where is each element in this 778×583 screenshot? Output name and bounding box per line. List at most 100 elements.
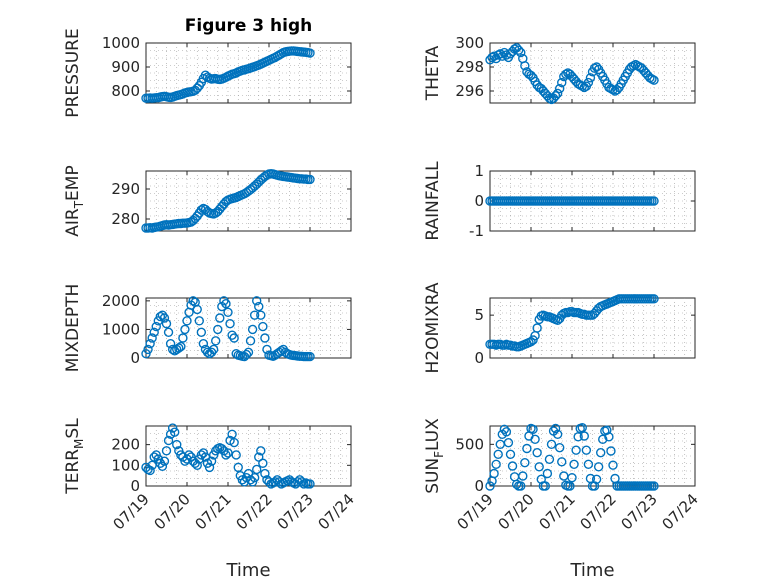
data-point xyxy=(495,49,505,59)
data-point xyxy=(149,327,159,337)
y-axis-label: THETA xyxy=(423,45,443,101)
data-point xyxy=(581,445,592,455)
data-point xyxy=(182,316,192,326)
data-point xyxy=(571,445,581,455)
data-point xyxy=(585,73,596,83)
data-point xyxy=(196,327,207,337)
data-point xyxy=(491,459,501,470)
data-point xyxy=(569,459,579,470)
data-point xyxy=(198,339,209,349)
data-point xyxy=(561,69,571,79)
y-axis-label: RAINFALL xyxy=(423,161,443,241)
data-point xyxy=(540,481,551,491)
y-tick-label: 300 xyxy=(455,34,484,52)
data-point xyxy=(180,324,190,335)
data-point xyxy=(567,472,577,483)
y-axis-label: SUNFLUX xyxy=(423,418,446,494)
data-point xyxy=(557,77,567,88)
y-tick-label: 0 xyxy=(474,192,484,210)
data-point xyxy=(206,347,217,357)
data-point xyxy=(260,468,270,479)
data-point xyxy=(489,468,499,479)
data-point xyxy=(503,437,514,448)
data-point xyxy=(647,74,657,84)
data-markers xyxy=(485,43,659,105)
data-point xyxy=(591,474,602,485)
data-point xyxy=(606,446,616,456)
x-tick-label: 07/21 xyxy=(536,490,579,533)
y-axis-label: PRESSURE xyxy=(63,28,83,117)
y-tick-label: 200 xyxy=(111,436,140,454)
data-point xyxy=(176,341,186,352)
data-point xyxy=(514,45,524,55)
data-point xyxy=(528,335,538,345)
y-tick-label: 290 xyxy=(111,180,140,198)
y-tick-label: 298 xyxy=(455,58,484,76)
data-point xyxy=(192,460,202,471)
data-point xyxy=(159,456,170,466)
data-markers xyxy=(141,46,315,103)
data-point xyxy=(196,205,207,215)
data-point xyxy=(161,446,172,456)
data-point xyxy=(520,61,530,71)
x-tick-label: 07/24 xyxy=(315,490,358,533)
x-tick-label: 07/23 xyxy=(618,490,661,533)
subplot-theta: 296 298 300 THETA xyxy=(423,34,696,105)
y-tick-label: 0 xyxy=(130,477,140,495)
data-point xyxy=(252,464,262,475)
data-point xyxy=(305,351,315,362)
data-point xyxy=(589,481,600,491)
data-point xyxy=(544,93,555,103)
data-point xyxy=(573,432,583,442)
data-point xyxy=(174,343,184,353)
data-point xyxy=(151,321,161,332)
y-tick-label: 1000 xyxy=(102,320,140,338)
data-point xyxy=(143,344,153,355)
data-point xyxy=(192,304,202,315)
data-point xyxy=(507,461,518,471)
data-point xyxy=(161,319,172,329)
data-point xyxy=(249,310,260,320)
data-point xyxy=(163,435,174,446)
y-axis-label: MIXDEPTH xyxy=(63,284,83,373)
data-point xyxy=(518,471,528,481)
y-axis-label: H2OMIXRA xyxy=(423,282,443,373)
data-point xyxy=(243,347,254,357)
data-point xyxy=(552,429,563,440)
data-point xyxy=(501,427,512,437)
data-point xyxy=(485,481,495,491)
data-markers xyxy=(485,294,659,352)
y-tick-label: 1 xyxy=(474,162,484,180)
data-point xyxy=(583,459,594,470)
data-point xyxy=(604,432,614,442)
data-point xyxy=(505,449,516,460)
data-point xyxy=(223,307,233,317)
y-tick-label: 2000 xyxy=(102,292,140,310)
data-point xyxy=(532,447,542,458)
data-point xyxy=(208,344,219,355)
data-point xyxy=(649,196,659,206)
data-point xyxy=(608,85,618,95)
axes-box xyxy=(489,425,696,487)
data-point xyxy=(305,174,315,185)
data-point xyxy=(229,333,239,343)
x-axis-label: Time xyxy=(569,560,614,581)
data-point xyxy=(544,454,555,465)
x-tick-label: 07/21 xyxy=(192,490,235,533)
data-point xyxy=(233,462,243,473)
data-point xyxy=(188,296,198,306)
data-point xyxy=(258,458,268,468)
x-tick-label: 07/23 xyxy=(274,490,317,533)
subplot-pressure: 800 900 1000 PRESSURE Figure 3 high xyxy=(63,16,352,118)
data-point xyxy=(167,344,178,355)
subplot-rainfall: -1 0 1 RAINFALL xyxy=(423,161,696,241)
data-point xyxy=(157,310,168,320)
y-tick-label: 5 xyxy=(474,306,484,324)
data-point xyxy=(210,336,221,346)
data-point xyxy=(252,296,262,306)
data-point xyxy=(157,461,168,472)
data-point xyxy=(204,462,215,473)
y-tick-label: 1000 xyxy=(102,34,140,52)
